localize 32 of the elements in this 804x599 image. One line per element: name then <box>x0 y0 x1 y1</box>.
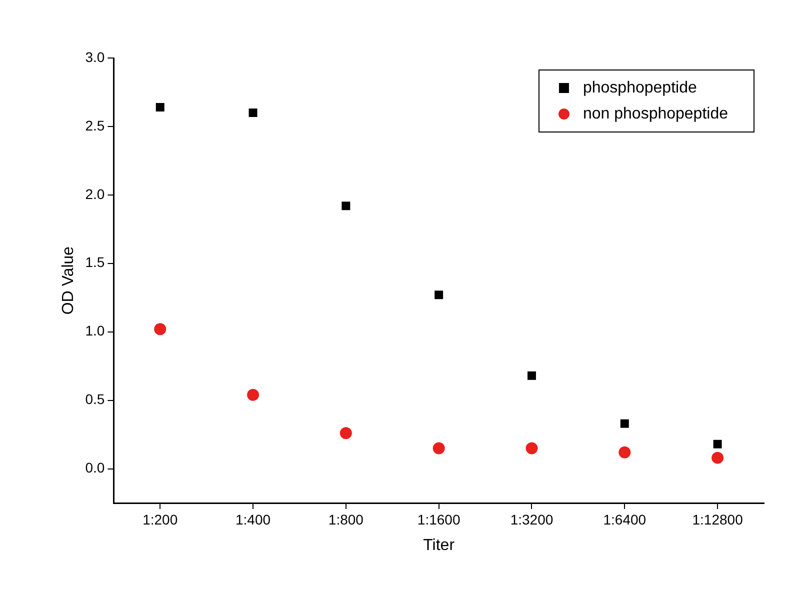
x-tick-label: 1:1600 <box>417 511 460 528</box>
point <box>713 440 722 448</box>
point <box>712 452 724 464</box>
point <box>342 202 350 210</box>
point <box>432 442 445 454</box>
y-tick-label: 1.0 <box>85 322 105 339</box>
x-tick-label: 1:400 <box>235 511 271 528</box>
y-tick-label: 0.0 <box>85 460 105 476</box>
point <box>527 371 536 380</box>
y-tick-label: 1.5 <box>85 254 105 270</box>
y-axis-title: OD Value <box>60 246 78 315</box>
point <box>620 419 629 428</box>
point <box>618 446 631 458</box>
x-tick-label: 1:3200 <box>510 511 554 528</box>
legend-label: non phosphopeptide <box>582 105 728 122</box>
x-tick-label: 1:800 <box>328 511 364 528</box>
y-tick-label: 2.5 <box>85 117 105 134</box>
y-tick-label: 3.0 <box>85 48 105 65</box>
point <box>248 108 258 118</box>
point <box>434 290 444 300</box>
x-axis-title: Titer <box>423 536 456 554</box>
x-tick-label: 1:6400 <box>603 511 646 528</box>
point <box>156 103 164 112</box>
y-tick-label: 0.5 <box>85 391 105 408</box>
point <box>247 388 260 401</box>
legend-label: phosphopeptide <box>582 79 697 96</box>
point <box>340 427 352 440</box>
point <box>526 442 538 454</box>
point <box>154 323 166 336</box>
x-tick-label: 1:12800 <box>692 511 744 528</box>
x-tick-label: 1:200 <box>142 511 178 528</box>
y-tick-label: 2.0 <box>85 186 105 202</box>
